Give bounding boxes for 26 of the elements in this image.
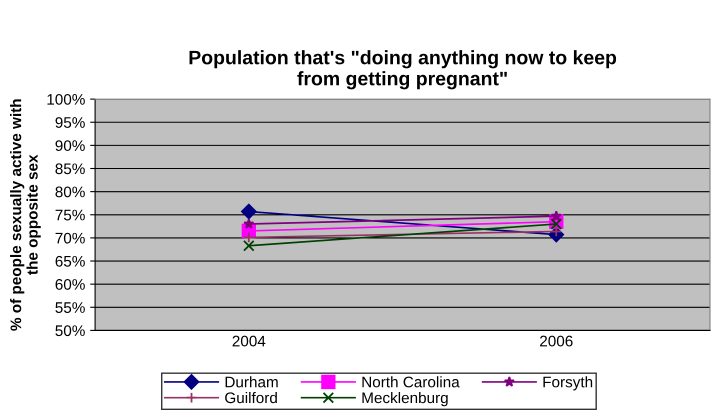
point (241, 204, 257, 220)
y-tick-label: 100% (47, 94, 85, 105)
legend-label: Forsyth (543, 376, 592, 390)
legend-label: Guilford (225, 392, 277, 404)
y-tick-label: 80% (55, 186, 85, 198)
y-tick-label: 55% (55, 302, 85, 313)
legend-label: North Carolina (362, 376, 460, 388)
y-tick-label: 90% (56, 140, 85, 152)
point (243, 240, 255, 252)
point (550, 210, 562, 221)
y-tick-label: 50% (55, 325, 85, 336)
legend-label: Durham (226, 376, 278, 388)
y-axis-title: % of people sexually active with the opposite sex (10, 99, 41, 331)
y-tick-label: 70% (56, 232, 85, 244)
point (243, 218, 254, 229)
x-tick-label: 2004 (232, 336, 266, 346)
point (243, 232, 255, 244)
y-tick-label: 75% (56, 210, 85, 220)
y-tick-label: 60% (56, 279, 85, 290)
y-tick-label: 85% (55, 163, 85, 174)
point (550, 218, 562, 230)
x-tick-label: 2006 (540, 336, 573, 346)
y-tick-label: 95% (56, 117, 85, 128)
y-tick-label: 65% (56, 256, 85, 267)
legend-label: Mecklenburg (362, 392, 448, 406)
chart-title: Population that's "doing anything now to keep from getting pregnant" (190, 50, 616, 90)
